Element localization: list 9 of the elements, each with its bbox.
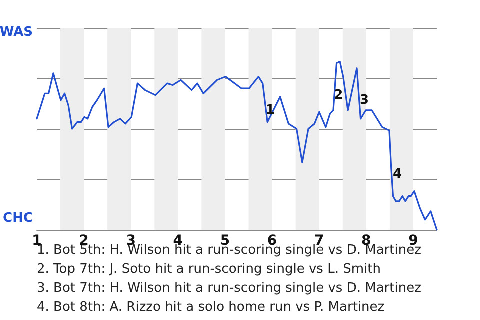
text: 3. Bot 7th: H. Wilson hit a run-scoring single vs D. Martinez: [37, 281, 422, 296]
annotation: 1: [266, 102, 275, 118]
text: 4. Bot 8th: A. Rizzo hit a solo home run vs P. Martinez: [37, 300, 385, 315]
annotation: 2: [334, 88, 344, 103]
text: CHC: [3, 211, 34, 226]
text: 2. Top 7th: J. Soto hit a run-scoring single vs L. Smith: [37, 262, 381, 277]
text: WAS: [0, 25, 34, 40]
annotation: 4: [392, 166, 402, 182]
annotation: 3: [360, 92, 370, 108]
